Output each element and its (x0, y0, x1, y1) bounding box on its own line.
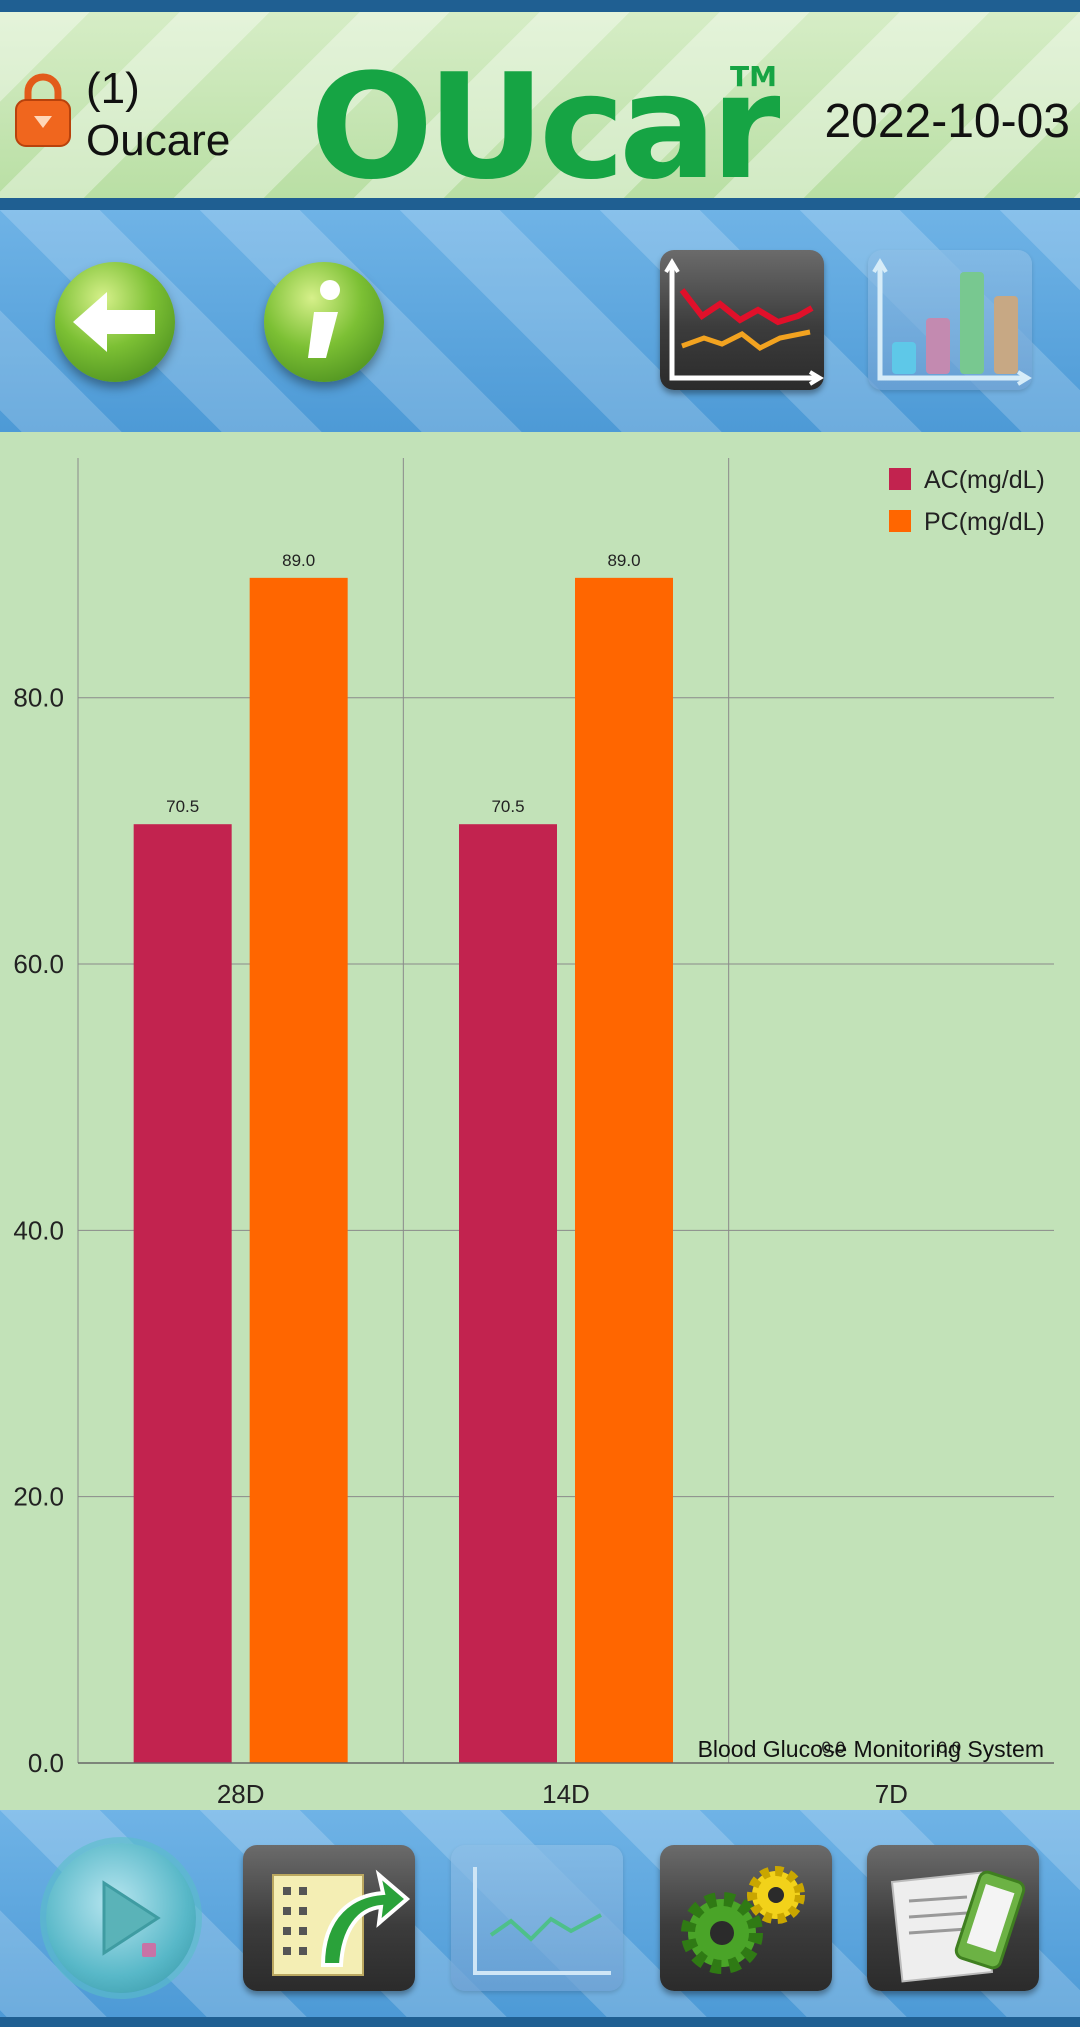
y-tick-label: 80.0 (13, 683, 64, 713)
logo-text: OUcare (310, 52, 780, 187)
play-record-icon (102, 1880, 161, 1957)
user-number[interactable]: (1) (86, 64, 140, 113)
bar-value-label: 89.0 (607, 551, 640, 570)
lock-icon[interactable] (14, 70, 72, 148)
back-arrow-icon (73, 292, 155, 352)
play-record-button[interactable] (46, 1843, 196, 1993)
bar-value-label: 0.0 (822, 1738, 846, 1757)
bar (133, 824, 232, 1763)
settings-gears-icon (681, 1866, 805, 1974)
chart-watermark: Blood Glucose Monitoring System (698, 1736, 1044, 1762)
oucare-logo: OUcare TM (310, 52, 780, 187)
bar-value-label: 70.5 (491, 797, 524, 816)
current-date: 2022-10-03 (824, 95, 1070, 148)
top-toolbar (0, 210, 1080, 432)
bar (249, 577, 348, 1763)
data-transfer-icon (272, 1869, 411, 1976)
user-name[interactable]: Oucare (86, 116, 231, 165)
trend-chart-button[interactable] (451, 1845, 623, 1991)
mobile-device-icon (890, 1870, 1026, 1983)
bar-chart-view-button[interactable] (868, 250, 1032, 390)
bottom-navigation (0, 1810, 1080, 2027)
legend-label: PC(mg/dL) (924, 508, 1045, 536)
back-button[interactable] (55, 262, 175, 382)
info-button[interactable] (264, 262, 384, 382)
legend-label: AC(mg/dL) (924, 466, 1045, 494)
line-chart-view-button[interactable] (660, 250, 824, 390)
y-tick-label: 40.0 (13, 1215, 64, 1245)
mobile-device-button[interactable] (867, 1845, 1039, 1991)
bar-value-label: 0.0 (938, 1738, 962, 1757)
y-tick-label: 20.0 (13, 1482, 64, 1512)
bar-value-label: 89.0 (282, 551, 315, 570)
x-tick-label: 14D (542, 1779, 590, 1809)
legend-swatch (889, 468, 911, 490)
glucose-bar-chart: 0.0 20.0 40.0 60.0 80.0 70.5 89.0 28D 70.5 89.0 14… (13, 458, 1054, 1809)
bar-chart-icon (872, 258, 1032, 386)
trend-chart-icon (473, 1867, 611, 1975)
bar (459, 824, 557, 1763)
y-tick-label: 60.0 (13, 949, 64, 979)
y-tick-label: 0.0 (28, 1748, 64, 1778)
info-icon (308, 280, 340, 358)
x-tick-label: 28D (217, 1779, 265, 1809)
settings-button[interactable] (660, 1845, 832, 1991)
bar-value-label: 70.5 (166, 797, 199, 816)
line-chart-icon (664, 258, 824, 386)
app-header: (1) Oucare OUcare TM 2022-10-03 (0, 0, 1080, 210)
trademark-mark: TM (730, 60, 777, 93)
bar (575, 577, 673, 1763)
legend-swatch (889, 510, 911, 532)
data-transfer-button[interactable] (243, 1845, 415, 1991)
x-tick-label: 7D (875, 1779, 908, 1809)
